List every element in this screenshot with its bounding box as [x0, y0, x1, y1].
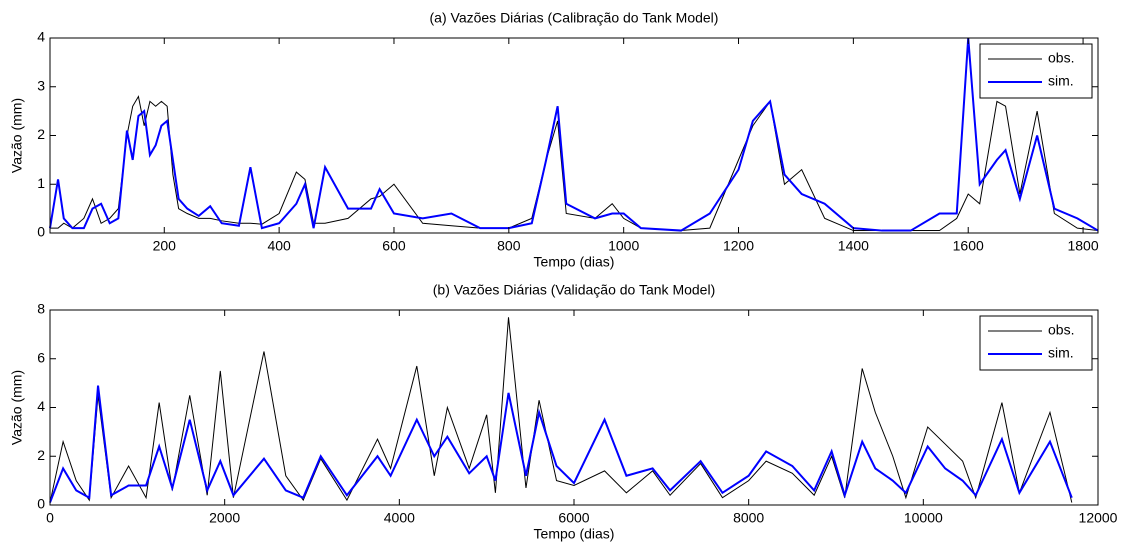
y-tick-label: 0 — [37, 496, 45, 512]
x-tick-label: 1800 — [1067, 238, 1098, 254]
x-tick-label: 800 — [497, 238, 521, 254]
x-axis-label: Tempo (dias) — [534, 526, 615, 542]
legend-box — [979, 43, 1093, 99]
chart-title: (b) Vazões Diárias (Validação do Tank Mo… — [433, 282, 715, 298]
x-tick-label: 200 — [153, 238, 177, 254]
y-tick-label: 2 — [37, 126, 45, 142]
chart-title: (a) Vazões Diárias (Calibração do Tank M… — [430, 10, 719, 26]
y-tick-label: 1 — [37, 175, 45, 191]
x-tick-label: 400 — [267, 238, 291, 254]
legend-box — [979, 315, 1093, 371]
x-tick-label: 2000 — [209, 510, 240, 526]
x-tick-label: 1600 — [953, 238, 984, 254]
y-tick-label: 0 — [37, 224, 45, 240]
series-line — [49, 37, 1099, 232]
legend-label: sim. — [1048, 345, 1074, 361]
y-tick-label: 3 — [37, 77, 45, 93]
x-tick-label: 8000 — [733, 510, 764, 526]
x-tick-label: 6000 — [558, 510, 589, 526]
plot-area — [50, 38, 1098, 233]
x-tick-label: 12000 — [1079, 510, 1118, 526]
x-tick-label: 1200 — [723, 238, 754, 254]
x-tick-label: 600 — [382, 238, 406, 254]
x-tick-label: 1000 — [608, 238, 639, 254]
plot-area — [50, 310, 1098, 505]
y-tick-label: 4 — [37, 398, 45, 414]
series-line — [49, 385, 1073, 503]
y-axis-label: Vazão (mm) — [9, 370, 25, 445]
x-tick-label: 1400 — [838, 238, 869, 254]
y-axis-label: Vazão (mm) — [9, 98, 25, 173]
legend-label: obs. — [1048, 50, 1074, 66]
legend-label: obs. — [1048, 322, 1074, 338]
y-tick-label: 4 — [37, 29, 45, 45]
x-axis-label: Tempo (dias) — [534, 254, 615, 270]
x-tick-label: 0 — [46, 510, 54, 526]
legend-label: sim. — [1048, 73, 1074, 89]
y-tick-label: 2 — [37, 447, 45, 463]
x-tick-label: 10000 — [904, 510, 943, 526]
y-tick-label: 8 — [37, 301, 45, 317]
x-tick-label: 4000 — [384, 510, 415, 526]
y-tick-label: 6 — [37, 349, 45, 365]
